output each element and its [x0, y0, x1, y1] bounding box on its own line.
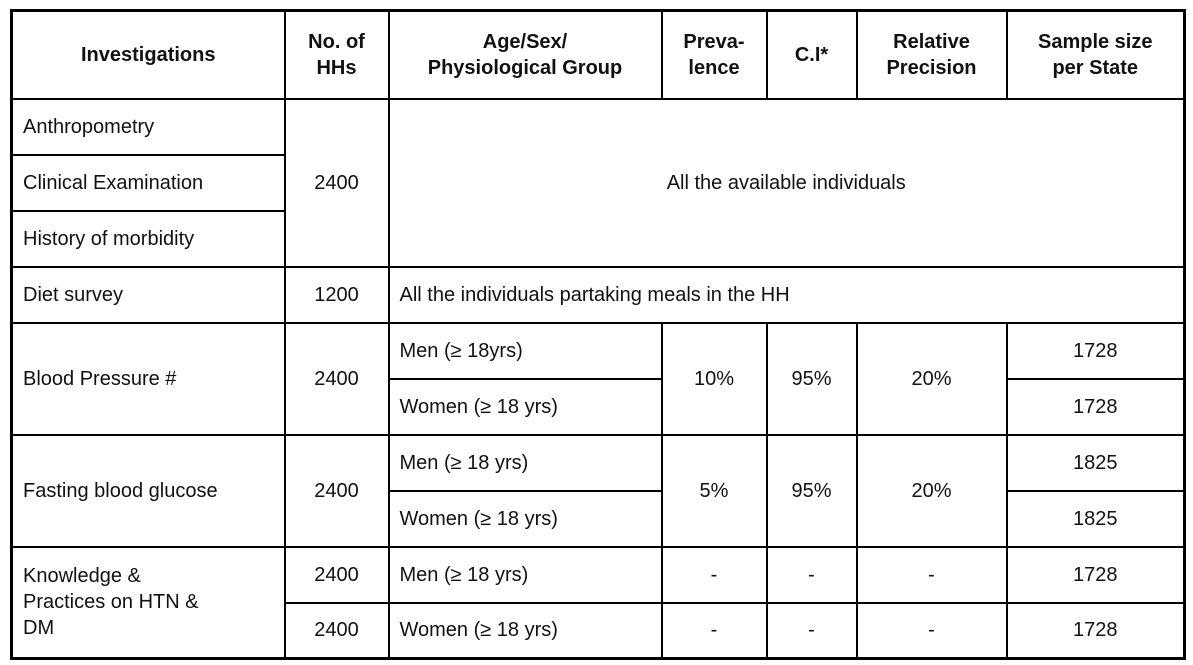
- cell-fasting-glucose-men-group: Men (≥ 18 yrs): [387, 433, 663, 492]
- cell-blood-pressure-ci: 95%: [765, 321, 858, 436]
- cell-knowledge-practices-women-hhs: 2400: [283, 601, 390, 660]
- cell-blood-pressure-rp: 20%: [855, 321, 1008, 436]
- cell-diet-survey-hhs: 1200: [283, 265, 390, 324]
- cell-anthro-group-hhs: 2400: [283, 97, 390, 268]
- cell-knowledge-practices-men-prevalence: -: [660, 545, 768, 604]
- header-sample-size: Sample size per State: [1005, 9, 1186, 100]
- cell-fasting-glucose-women-sample: 1825: [1005, 489, 1186, 548]
- header-ci: C.I*: [765, 9, 858, 100]
- cell-diet-survey-label: Diet survey: [10, 265, 286, 324]
- cell-knowledge-practices-men-group: Men (≥ 18 yrs): [387, 545, 663, 604]
- cell-clinical-examination: Clinical Examination: [10, 153, 286, 212]
- cell-knowledge-practices-women-ci: -: [765, 601, 858, 660]
- cell-knowledge-practices-women-sample: 1728: [1005, 601, 1186, 660]
- header-no-of-hhs: No. of HHs: [283, 9, 390, 100]
- cell-history-of-morbidity: History of morbidity: [10, 209, 286, 268]
- row-knowledge-practices-women: 2400 Women (≥ 18 yrs) - - - 1728: [12, 601, 1186, 660]
- cell-fasting-glucose-hhs: 2400: [283, 433, 390, 548]
- cell-blood-pressure-women-sample: 1728: [1005, 377, 1186, 436]
- cell-fasting-glucose-prevalence: 5%: [660, 433, 768, 548]
- row-fasting-glucose-men: Fasting blood glucose 2400 Men (≥ 18 yrs…: [10, 433, 1186, 548]
- cell-knowledge-practices-women-group: Women (≥ 18 yrs): [387, 601, 663, 660]
- cell-fasting-glucose-men-sample: 1825: [1005, 433, 1186, 492]
- row-clinical-examination: Clinical Examination: [10, 153, 1185, 212]
- cell-fasting-glucose-rp: 20%: [855, 433, 1008, 548]
- cell-knowledge-practices-men-hhs: 2400: [283, 545, 390, 604]
- cell-blood-pressure-women-group: Women (≥ 18 yrs): [387, 377, 663, 436]
- cell-knowledge-practices-men-rp: -: [855, 545, 1008, 604]
- cell-blood-pressure-label: Blood Pressure #: [10, 321, 286, 436]
- row-anthropometry: Anthropometry 2400 All the available ind…: [10, 97, 1186, 268]
- header-investigations: Investigations: [10, 9, 286, 100]
- cell-knowledge-practices-men-ci: -: [765, 545, 858, 604]
- cell-fasting-glucose-label: Fasting blood glucose: [10, 433, 286, 548]
- cell-blood-pressure-men-group: Men (≥ 18yrs): [387, 321, 663, 380]
- header-prevalence: Preva- lence: [660, 9, 768, 100]
- row-knowledge-practices-men: Knowledge & Practices on HTN & DM 2400 M…: [10, 545, 1186, 660]
- cell-knowledge-practices-men-sample: 1728: [1005, 545, 1186, 604]
- cell-anthro-group-note: All the available individuals: [387, 97, 1186, 268]
- table-header-row: Investigations No. of HHs Age/Sex/ Physi…: [10, 9, 1186, 100]
- cell-blood-pressure-prevalence: 10%: [660, 321, 768, 436]
- header-relative-precision: Relative Precision: [855, 9, 1008, 100]
- header-age-sex-group: Age/Sex/ Physiological Group: [387, 9, 663, 100]
- cell-blood-pressure-men-sample: 1728: [1005, 321, 1186, 380]
- cell-knowledge-practices-women-prevalence: -: [660, 601, 768, 660]
- survey-sampling-table: Investigations No. of HHs Age/Sex/ Physi…: [10, 9, 1186, 660]
- row-diet-survey: Diet survey 1200 All the individuals par…: [10, 265, 1186, 324]
- row-blood-pressure-men: Blood Pressure # 2400 Men (≥ 18yrs) 10% …: [10, 321, 1186, 436]
- cell-diet-survey-note: All the individuals partaking meals in t…: [387, 265, 1186, 324]
- cell-knowledge-practices-women-rp: -: [855, 601, 1008, 660]
- cell-fasting-glucose-women-group: Women (≥ 18 yrs): [387, 489, 663, 548]
- row-fasting-glucose-women: Women (≥ 18 yrs) 1825: [12, 489, 1186, 548]
- cell-fasting-glucose-ci: 95%: [765, 433, 858, 548]
- cell-knowledge-practices-label: Knowledge & Practices on HTN & DM: [10, 545, 286, 660]
- cell-anthropometry: Anthropometry: [10, 97, 286, 156]
- row-history-of-morbidity: History of morbidity: [10, 209, 1185, 268]
- row-blood-pressure-women: Women (≥ 18 yrs) 1728: [12, 377, 1186, 436]
- cell-blood-pressure-hhs: 2400: [283, 321, 390, 436]
